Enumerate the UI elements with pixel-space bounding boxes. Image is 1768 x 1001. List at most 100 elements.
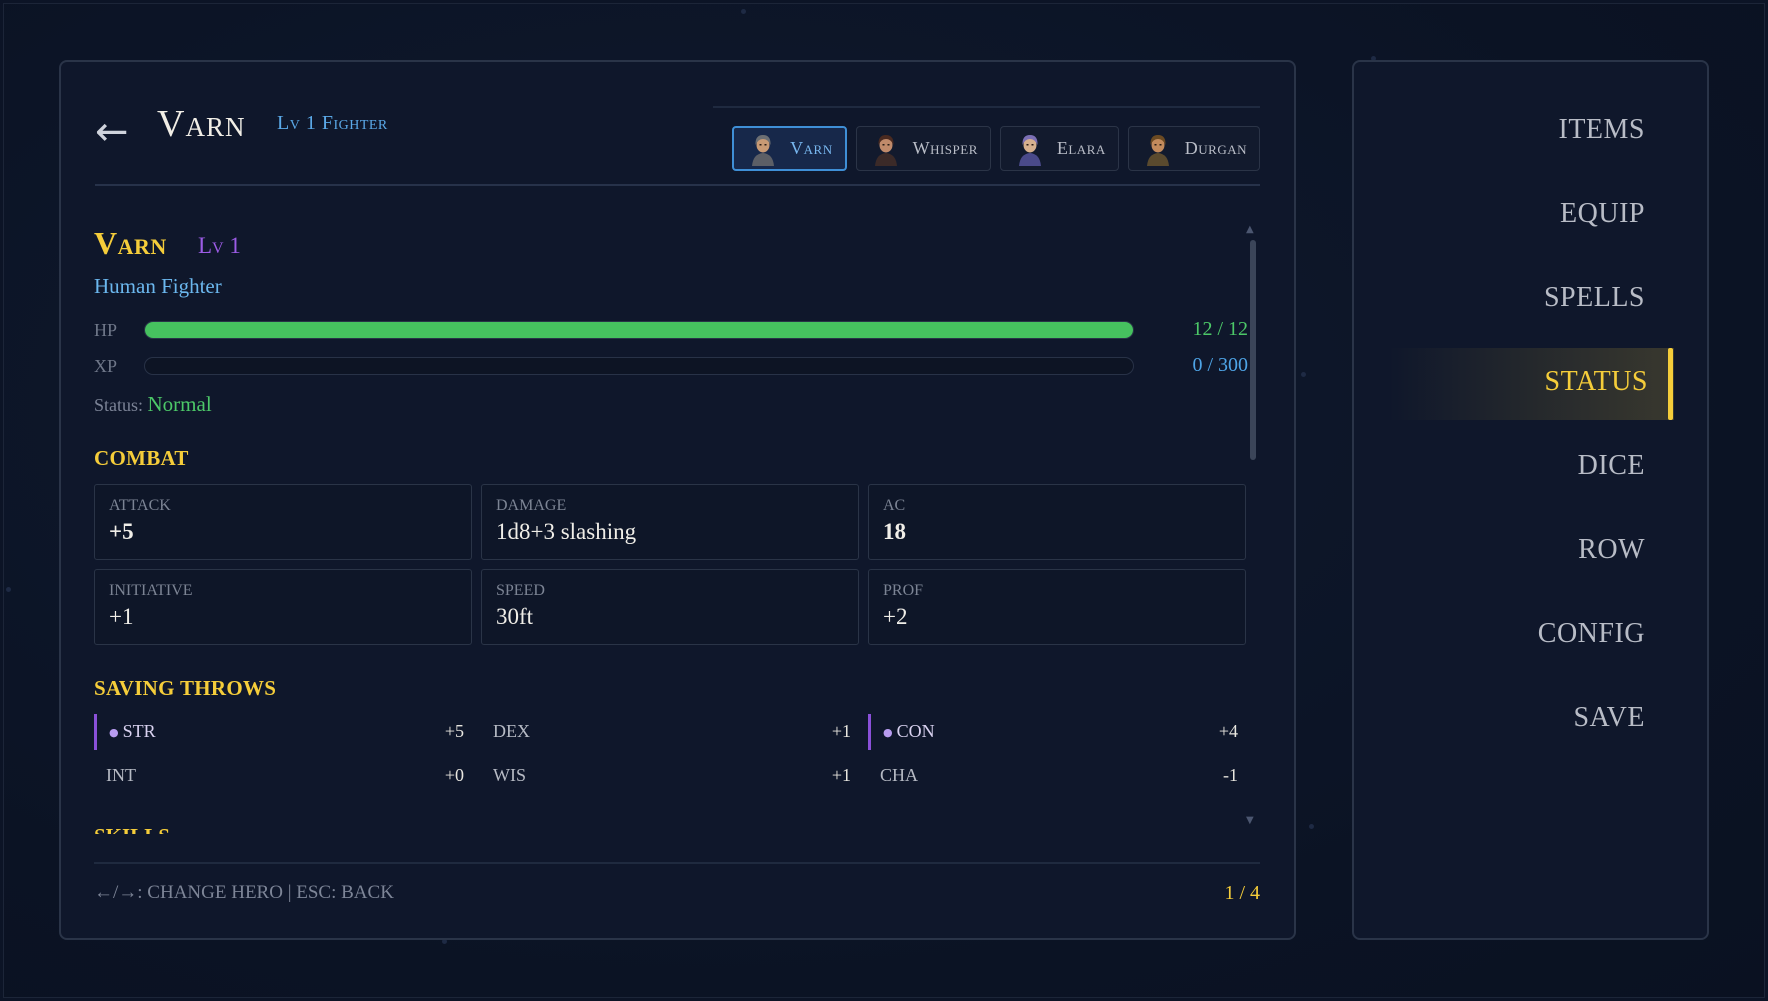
proficiency-dot-icon: ● [883, 726, 893, 740]
stat-box-prof: PROF +2 [868, 569, 1246, 645]
stat-box-attack: ATTACK +5 [94, 484, 472, 560]
status-line: Status: Normal [94, 392, 212, 417]
saving-throw-modifier: +0 [444, 765, 464, 785]
status-value: Normal [147, 392, 212, 416]
stat-label: ATTACK [109, 497, 171, 514]
hp-value: 12 / 12 [1192, 318, 1248, 340]
menu-item-config[interactable]: CONFIG [1537, 618, 1645, 649]
hp-bar-fill [145, 322, 1133, 338]
menu-item-row[interactable]: ROW [1578, 534, 1645, 565]
saving-throw-modifier: +5 [444, 721, 464, 741]
character-name: Varn [94, 225, 167, 261]
saving-throw-modifier: -1 [1223, 765, 1238, 785]
stat-label: INITIATIVE [109, 582, 193, 599]
background-speck [1301, 372, 1306, 377]
saving-throw-int: INT +0 [94, 758, 474, 794]
stat-value: +5 [109, 519, 134, 544]
xp-value: 0 / 300 [1192, 354, 1248, 376]
menu-item-dice[interactable]: DICE [1577, 450, 1645, 481]
saving-throw-cha: CHA -1 [868, 758, 1248, 794]
saving-throw-dex: DEX +1 [481, 714, 861, 750]
controls-hint: ←/→: CHANGE HERO | ESC: BACK [94, 882, 394, 903]
header-divider [713, 106, 1260, 108]
saving-throw-name: DEX [493, 721, 530, 742]
stat-box-damage: DAMAGE 1d8+3 slashing [481, 484, 859, 560]
stat-value: +2 [883, 604, 908, 629]
party-tab-label: Elara [1056, 138, 1106, 158]
party-tab-label: Varn [790, 138, 833, 158]
saving-throw-name: ● CON [883, 721, 935, 742]
header-hero-class: Lv 1 Fighter [277, 112, 388, 134]
combat-section-title: COMBAT [94, 446, 189, 470]
menu-selection-marker [1668, 348, 1673, 420]
saving-throw-name: ● STR [109, 721, 156, 742]
xp-bar [144, 357, 1134, 375]
stat-value: 18 [883, 519, 906, 544]
stat-value: 30ft [496, 604, 534, 629]
skills-section-title: SKILLS [94, 822, 170, 834]
background-speck [1309, 824, 1314, 829]
hero-portrait-icon [752, 134, 775, 166]
saving-throws-section-title: SAVING THROWS [94, 676, 277, 700]
background-speck [741, 9, 746, 14]
party-tab-varn[interactable]: Varn [732, 126, 847, 171]
xp-label: XP [94, 356, 118, 376]
stat-label: AC [883, 497, 906, 514]
saving-throw-name: CHA [880, 765, 918, 786]
back-arrow-button[interactable]: ← [95, 109, 129, 155]
menu-selection-highlight [1388, 348, 1674, 420]
menu-item-equip[interactable]: EQUIP [1560, 198, 1645, 229]
party-tab-elara[interactable]: Elara [999, 126, 1119, 171]
background-speck [6, 587, 11, 592]
status-label: Status: [94, 395, 144, 415]
saving-throw-con: ● CON +4 [868, 714, 1248, 750]
stat-label: PROF [883, 582, 924, 599]
party-tab-durgan[interactable]: Durgan [1127, 126, 1260, 171]
saving-throw-wis: WIS +1 [481, 758, 861, 794]
hero-portrait-icon [874, 134, 897, 166]
background-speck [1371, 56, 1376, 61]
hp-bar [144, 321, 1134, 339]
saving-throw-modifier: +1 [831, 721, 851, 741]
saving-throw-str: ● STR +5 [94, 714, 474, 750]
party-tabs: Varn Whisper Elara Durgan [732, 126, 1260, 171]
saving-throw-label: CON [896, 721, 935, 741]
saving-throw-label: WIS [493, 765, 526, 785]
stat-label: SPEED [496, 582, 545, 599]
saving-throw-label: CHA [880, 765, 919, 785]
stat-box-ac: AC 18 [868, 484, 1246, 560]
saving-throw-label: DEX [493, 721, 530, 741]
scroll-down-arrow-icon[interactable]: ▼ [1246, 815, 1254, 826]
saving-throw-modifier: +4 [1218, 721, 1238, 741]
party-tab-label: Whisper [912, 138, 978, 158]
hp-label: HP [94, 320, 118, 340]
stat-box-initiative: INITIATIVE +1 [94, 569, 472, 645]
scroll-up-arrow-icon[interactable]: ▲ [1246, 224, 1254, 235]
party-tab-whisper[interactable]: Whisper [855, 126, 991, 171]
footer-divider [94, 862, 1260, 864]
saving-throw-name: INT [106, 765, 136, 786]
saving-throw-name: WIS [493, 765, 526, 786]
stat-label: DAMAGE [496, 497, 567, 514]
menu-item-items[interactable]: ITEMS [1558, 114, 1645, 145]
menu-item-spells[interactable]: SPELLS [1543, 282, 1645, 313]
panel-header: ← Varn Lv 1 Fighter Varn Whisper Elara Durg… [95, 96, 1260, 186]
header-hero-name: Varn [157, 103, 246, 145]
saving-throw-label: STR [122, 721, 156, 741]
menu-item-save[interactable]: SAVE [1573, 702, 1645, 733]
saving-throw-modifier: +1 [831, 765, 851, 785]
proficiency-dot-icon: ● [109, 726, 119, 740]
command-menu-panel [1352, 60, 1709, 940]
menu-item-status[interactable]: STATUS [1544, 366, 1648, 397]
stat-box-speed: SPEED 30ft [481, 569, 859, 645]
party-tab-label: Durgan [1184, 138, 1247, 158]
character-level: Lv 1 [198, 233, 241, 258]
stat-value: 1d8+3 slashing [496, 519, 637, 544]
hero-portrait-icon [1018, 134, 1041, 166]
stat-value: +1 [109, 604, 134, 629]
saving-throw-label: INT [106, 765, 136, 785]
character-race-class: Human Fighter [94, 274, 222, 298]
hero-portrait-icon [1146, 134, 1169, 166]
hero-page-indicator: 1 / 4 [1224, 882, 1260, 904]
scrollbar-thumb[interactable] [1250, 240, 1256, 460]
